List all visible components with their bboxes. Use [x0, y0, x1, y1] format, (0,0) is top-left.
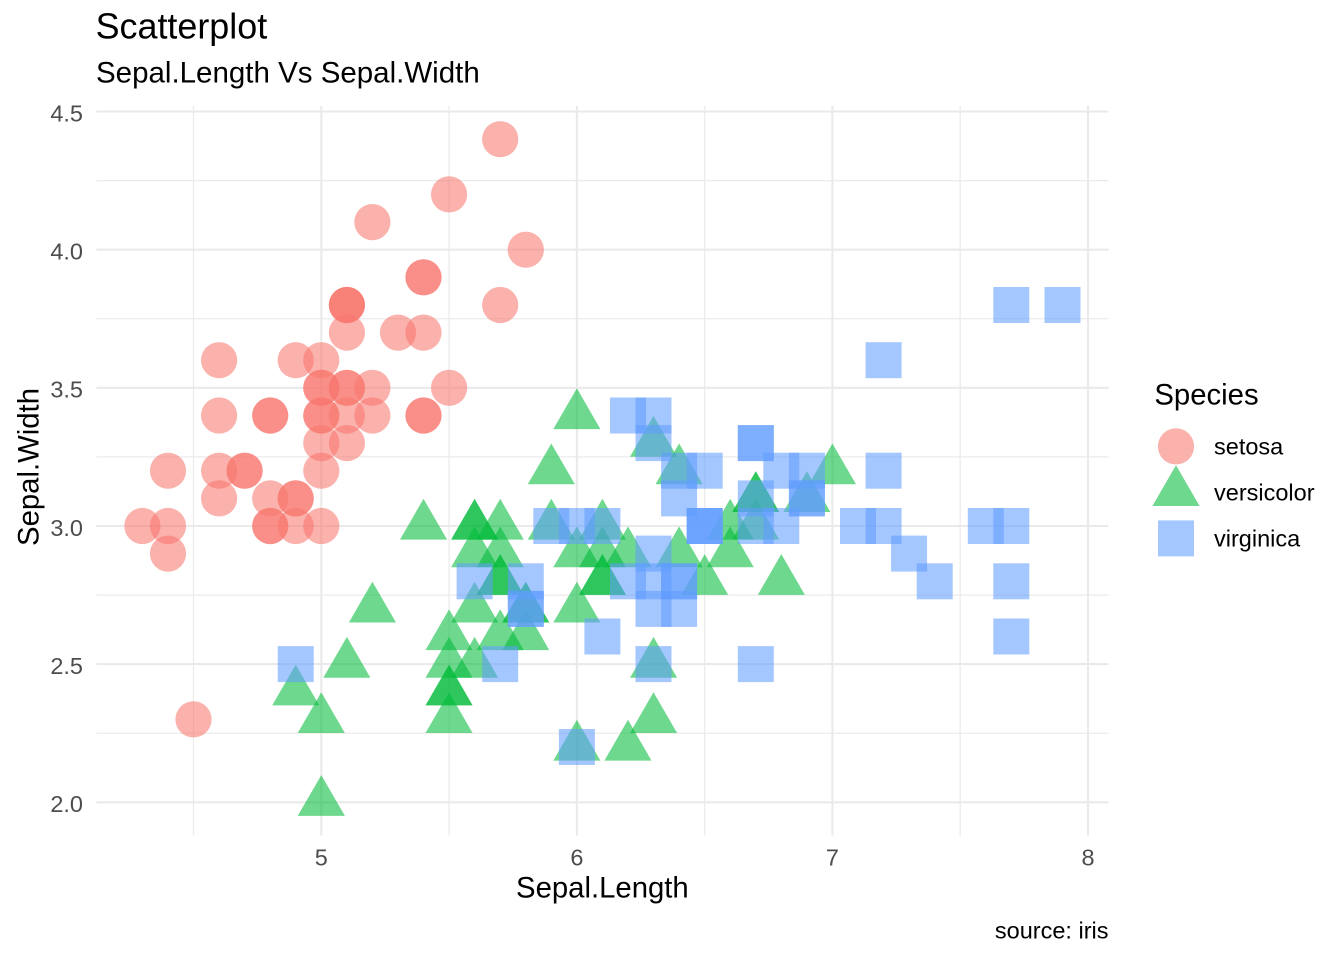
svg-text:setosa: setosa: [1214, 434, 1284, 460]
svg-text:versicolor: versicolor: [1214, 480, 1315, 506]
svg-text:6: 6: [570, 844, 583, 870]
svg-text:Sepal.Width: Sepal.Width: [13, 388, 46, 546]
svg-text:2.0: 2.0: [50, 791, 83, 817]
svg-text:virginica: virginica: [1214, 526, 1301, 552]
svg-text:Sepal.Length Vs Sepal.Width: Sepal.Length Vs Sepal.Width: [96, 57, 480, 90]
svg-text:3.5: 3.5: [50, 377, 83, 403]
svg-text:8: 8: [1081, 844, 1094, 870]
svg-text:4.5: 4.5: [50, 100, 83, 126]
svg-text:source: iris: source: iris: [995, 918, 1109, 944]
svg-text:Species: Species: [1154, 379, 1258, 412]
svg-text:3.0: 3.0: [50, 515, 83, 541]
svg-text:Sepal.Length: Sepal.Length: [516, 872, 689, 905]
svg-text:7: 7: [826, 844, 839, 870]
svg-text:5: 5: [315, 844, 328, 870]
svg-text:2.5: 2.5: [50, 653, 83, 679]
svg-text:4.0: 4.0: [50, 239, 83, 265]
svg-text:Scatterplot: Scatterplot: [96, 7, 268, 47]
